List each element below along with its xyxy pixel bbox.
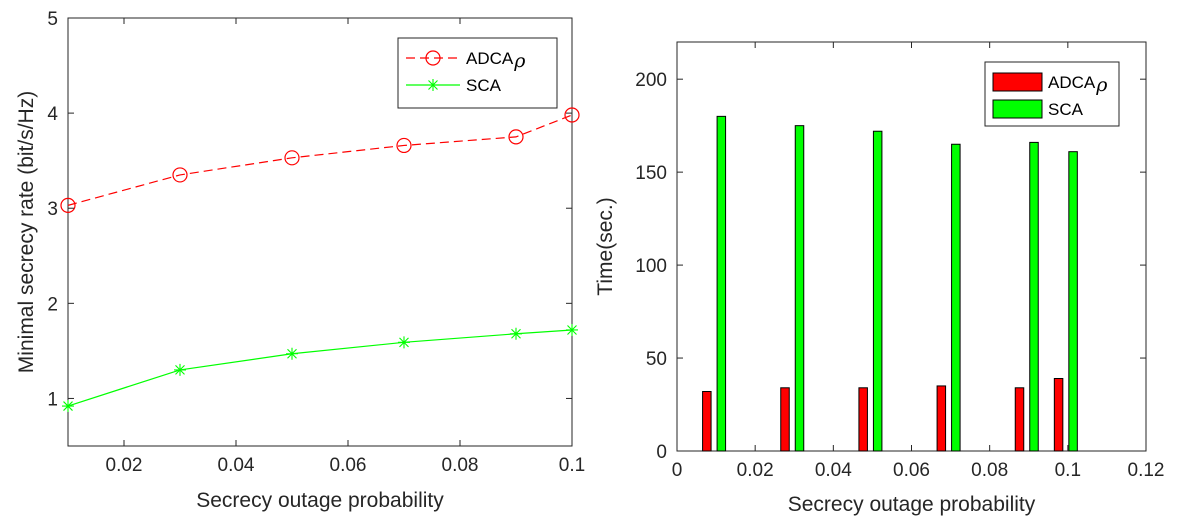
bar-sca: [794, 125, 805, 452]
data-point-sca: [510, 327, 522, 340]
right-legend-swatch: [992, 72, 1043, 92]
right-y-tick-label: 100: [635, 256, 667, 277]
data-point-adca: [564, 107, 580, 123]
right-y-tick-label: 200: [635, 70, 667, 91]
left-legend-symbol: ρ: [513, 50, 526, 72]
bar-adca: [1053, 377, 1064, 452]
left-x-axis-label: Secrecy outage probability: [196, 489, 444, 512]
right-x-tick-label: 0.02: [737, 460, 774, 481]
right-legend-label: ADCA: [1048, 73, 1096, 92]
right-x-tick-label: 0.08: [971, 460, 1008, 481]
left-y-tick-label: 4: [47, 104, 58, 125]
right-legend-label: SCA: [1048, 100, 1084, 119]
right-y-tick-label: 0: [656, 442, 667, 463]
left-legend-marker: [427, 79, 439, 91]
left-x-tick-label: 0.02: [106, 455, 143, 476]
right-bar-chart: 0 0.02 0.04 0.06 0.08 0.1 0.12 0 50 100 150 200 Secr…: [594, 41, 1165, 516]
data-point-adca: [396, 137, 412, 154]
right-x-tick-label: 0.04: [815, 460, 852, 481]
bar-sca: [872, 130, 883, 452]
series-line-adca: [67, 114, 573, 206]
right-y-tick-label: 150: [635, 163, 667, 184]
data-point-sca: [62, 400, 74, 413]
left-x-tick-label: 0.04: [218, 455, 255, 476]
bar-sca: [716, 115, 727, 452]
left-x-tick-label: 0.06: [330, 455, 367, 476]
right-x-axis-label: Secrecy outage probability: [788, 493, 1036, 516]
data-point-sca: [174, 363, 186, 376]
right-x-tick-label: 0.1: [1055, 460, 1081, 481]
bar-sca: [1068, 151, 1078, 452]
left-y-tick-label: 1: [47, 389, 58, 410]
bar-adca: [1014, 387, 1025, 452]
right-x-tick-label: 0.06: [893, 460, 930, 481]
left-legend-marker: [425, 50, 441, 66]
right-legend-swatch: [992, 99, 1043, 119]
left-legend-label: SCA: [466, 76, 502, 95]
data-point-sca: [566, 323, 578, 336]
bar-sca: [1029, 141, 1039, 452]
left-legend-label: ADCA: [466, 49, 514, 68]
left-line-chart: 0.02 0.04 0.06 0.08 0.1 1 2 3 4 5 Secrecy outage p…: [15, 9, 585, 512]
left-legend-box: [397, 37, 558, 109]
data-point-sca: [286, 347, 298, 360]
data-point-adca: [284, 150, 300, 166]
left-y-tick-label: 3: [47, 199, 58, 220]
left-x-tick-label: 0.08: [442, 455, 479, 476]
bar-sca: [951, 143, 961, 452]
bar-adca: [936, 385, 947, 452]
data-point-adca: [60, 197, 76, 213]
right-y-axis-label: Time(sec.): [594, 197, 617, 295]
right-y-tick-label: 50: [646, 349, 667, 370]
series-line-sca: [67, 329, 573, 407]
right-x-tick-label: 0.12: [1128, 460, 1165, 481]
left-y-axis-label: Minimal secrecy rate (bit/s/Hz): [15, 91, 38, 373]
right-x-tick-label: 0: [672, 460, 683, 481]
left-y-tick-label: 2: [47, 294, 58, 315]
data-point-adca: [172, 167, 188, 183]
left-x-tick-label: 0.1: [559, 455, 585, 476]
left-y-tick-label: 5: [47, 9, 58, 30]
data-point-adca: [508, 129, 524, 145]
bar-adca: [780, 387, 790, 452]
bar-adca: [702, 391, 712, 452]
data-point-sca: [398, 336, 410, 349]
bar-adca: [858, 387, 868, 452]
right-legend-symbol: ρ: [1095, 74, 1108, 96]
